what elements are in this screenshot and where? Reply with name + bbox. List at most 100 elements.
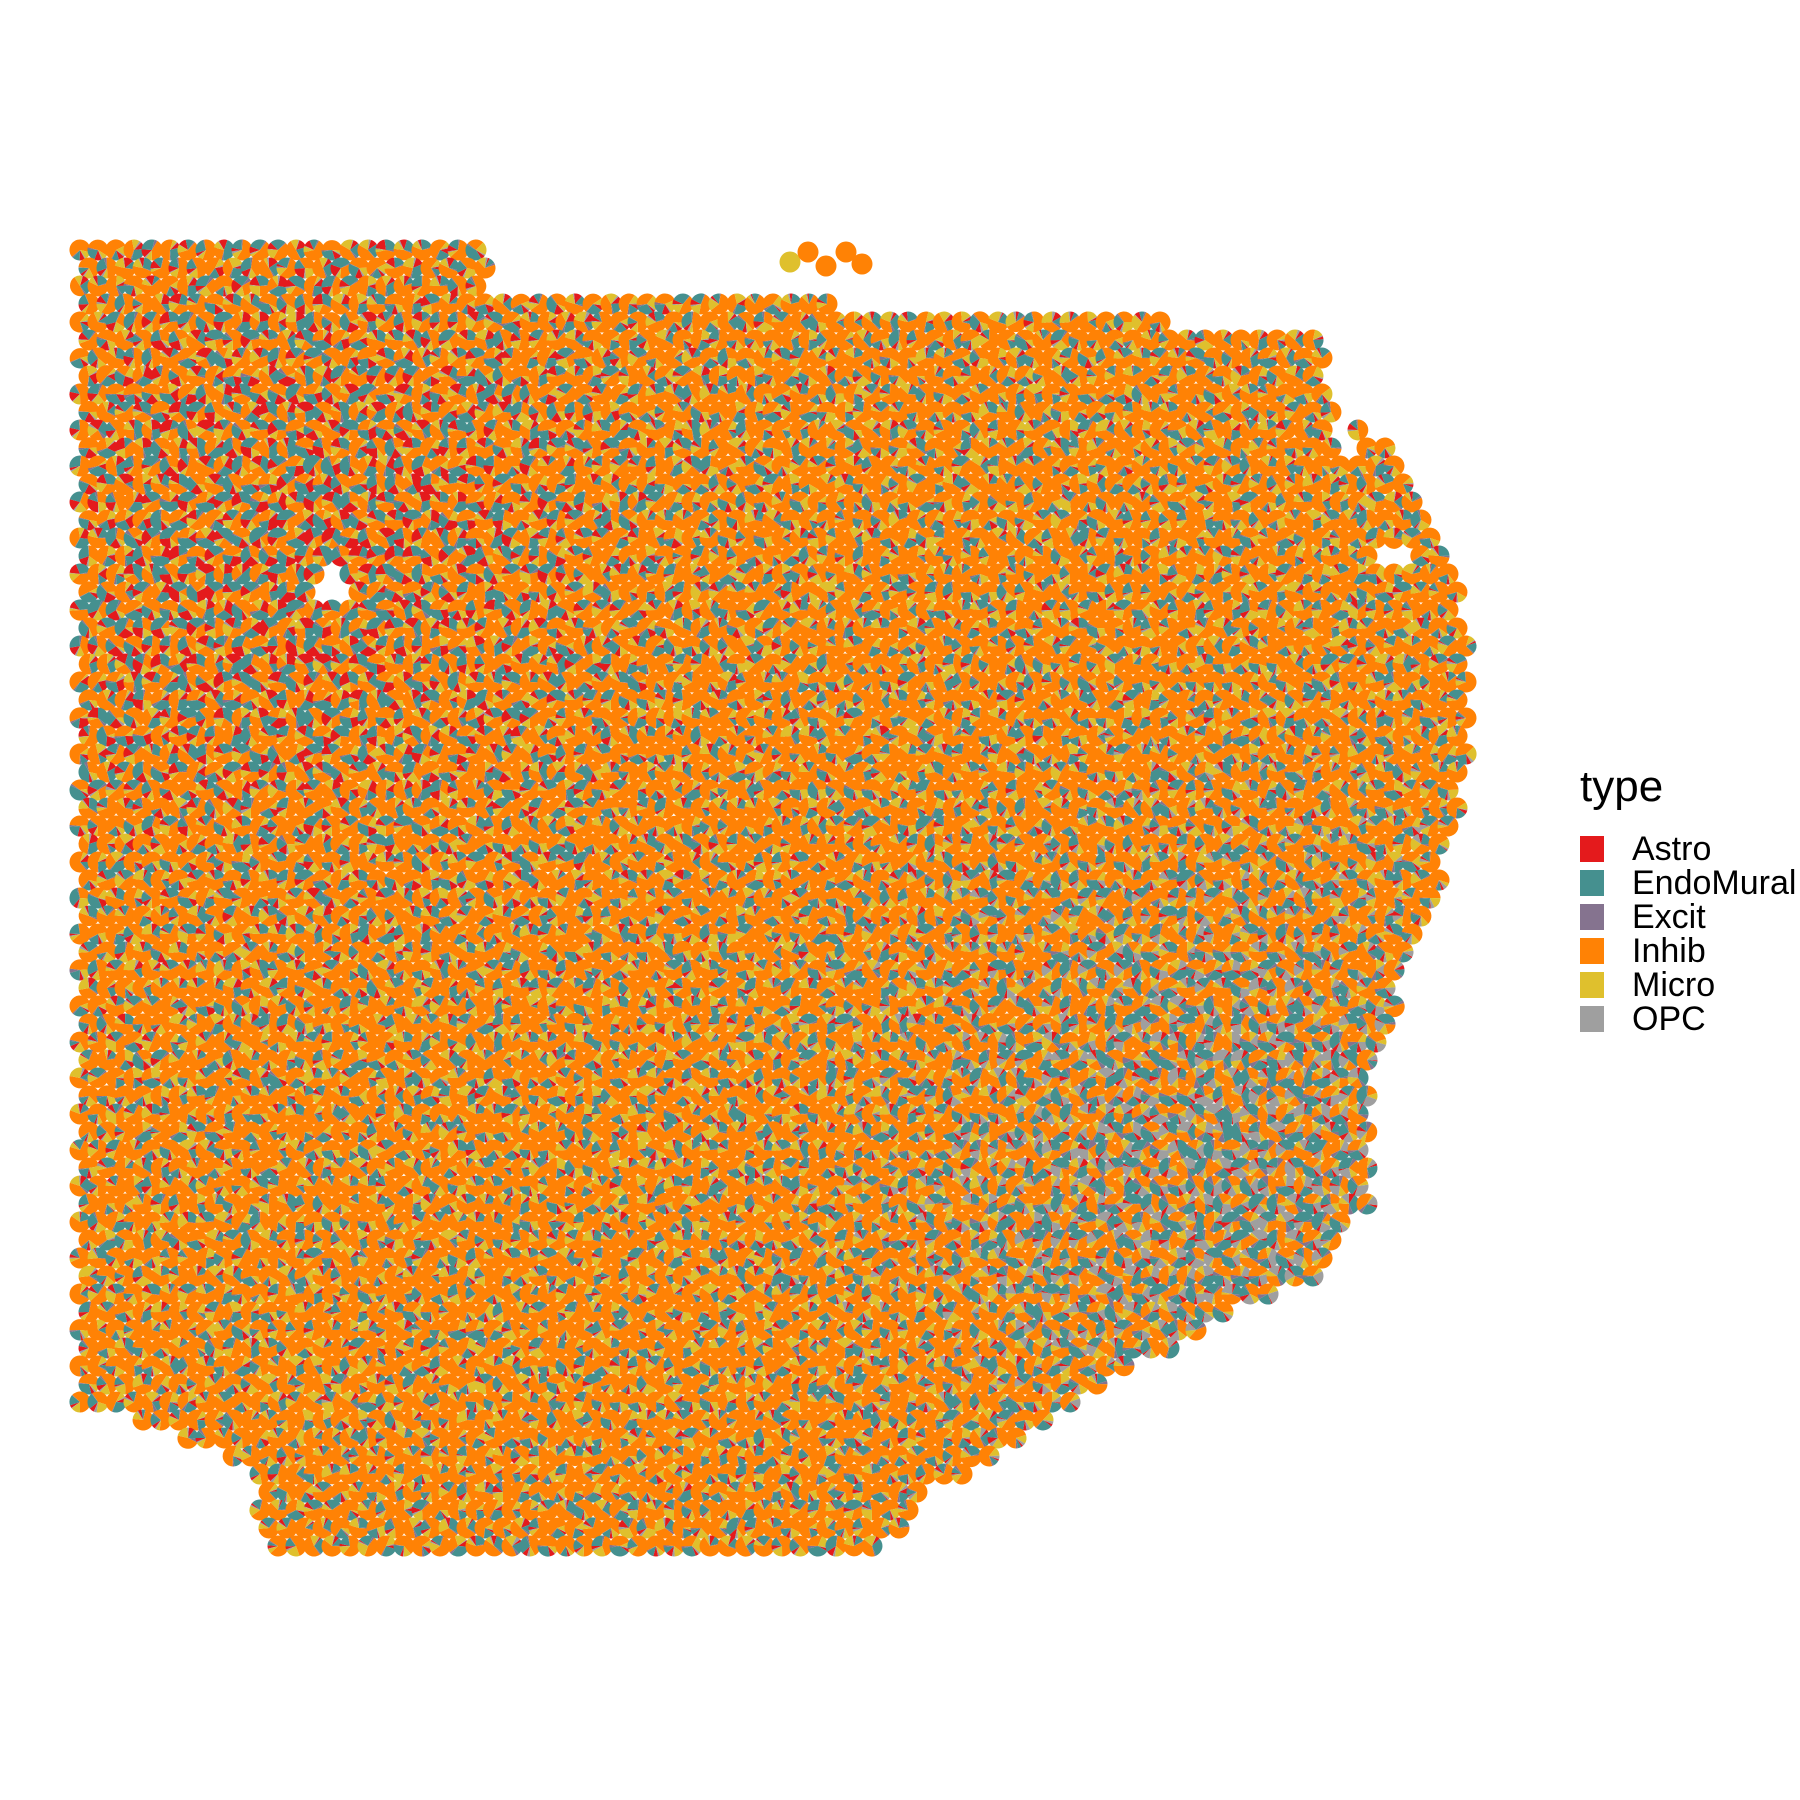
spot-pie	[429, 239, 450, 260]
spot-pie	[529, 293, 550, 314]
spot-pie	[187, 258, 208, 279]
spot-pie	[223, 258, 244, 279]
spot-pie	[340, 239, 361, 260]
spot-pie	[196, 275, 217, 296]
spot-pie	[150, 258, 171, 279]
spot-pie	[466, 276, 487, 297]
spot-pie	[160, 311, 181, 332]
spot-pie	[484, 311, 505, 332]
spot-pie	[952, 311, 973, 332]
spot-pie	[475, 257, 496, 278]
spot-pie	[240, 293, 261, 314]
spot-pie	[87, 240, 108, 261]
spot-pie	[762, 293, 783, 314]
spot-pie	[465, 240, 486, 261]
spot-pie	[637, 293, 658, 314]
spot-pie	[195, 240, 216, 261]
spot-pie	[124, 239, 145, 260]
spot-pie	[384, 257, 405, 278]
spot-pie	[861, 312, 882, 333]
spot-pie	[771, 311, 792, 332]
spot-pie	[204, 257, 225, 278]
spot-pie	[448, 239, 469, 260]
spot-pie	[718, 311, 739, 332]
spot-pie	[322, 240, 343, 260]
spot-pie	[466, 312, 487, 333]
spot-pie	[141, 239, 162, 260]
spot-pie	[807, 311, 828, 332]
spot-pie	[160, 240, 181, 261]
spot-pie	[348, 294, 369, 315]
spot-pie	[474, 293, 495, 314]
spot-pie	[447, 311, 468, 332]
spots-layer	[69, 239, 1476, 1556]
spot-pie	[286, 240, 306, 261]
spot-pie	[231, 275, 252, 296]
spot-pie	[294, 257, 315, 278]
spot-pie	[799, 293, 820, 314]
spot-pie	[825, 312, 846, 333]
spot-pie	[591, 311, 612, 332]
spot-pie	[231, 311, 252, 332]
spot-pie	[322, 312, 342, 332]
spot-pie	[672, 294, 693, 315]
spot-pie	[753, 311, 774, 332]
spot-pie	[439, 294, 460, 315]
spot-pie	[394, 239, 415, 260]
spot-pie	[375, 240, 396, 261]
spot-pie	[70, 312, 91, 333]
spot-pie	[573, 311, 594, 332]
spot-pie	[745, 294, 766, 315]
spot-pie	[330, 257, 351, 278]
spot-pie	[555, 311, 576, 332]
spot-pie	[115, 293, 136, 314]
spot-pie	[213, 312, 234, 333]
spot-pie	[1024, 311, 1045, 332]
spot-pie	[411, 311, 432, 332]
spot-pie	[628, 312, 649, 333]
spot-pie	[690, 293, 711, 314]
spot-pie	[394, 275, 415, 296]
spot-pie	[439, 257, 460, 278]
spot-pie	[564, 293, 585, 314]
spot-pie	[133, 258, 154, 279]
spot-pie	[105, 311, 126, 332]
spot-pie	[78, 258, 99, 279]
spot-pie	[196, 311, 217, 332]
spot-pie	[654, 293, 675, 314]
spot-pie	[583, 294, 604, 315]
spot-pie	[123, 275, 144, 296]
spot-pie	[304, 276, 325, 297]
spot-pie	[358, 312, 379, 333]
spot-pie	[177, 275, 198, 296]
spot-pie	[600, 293, 621, 314]
spot-pie	[1005, 311, 1026, 332]
spot-pie	[645, 312, 666, 333]
spot-pie	[169, 294, 190, 315]
spot-pie	[258, 294, 279, 315]
spot-pie	[843, 311, 864, 332]
spot-pie	[312, 257, 333, 278]
spot-pie	[789, 311, 810, 332]
spot-pie	[204, 294, 225, 315]
spot-pie	[402, 293, 423, 314]
spot-pie	[186, 293, 207, 314]
spot-pie	[177, 239, 198, 260]
spot-pie	[96, 293, 117, 314]
spot-pie	[213, 275, 234, 296]
spot-pie	[375, 312, 396, 333]
spot-pie	[87, 312, 108, 333]
spot-pie	[124, 312, 145, 333]
spot-pie	[150, 293, 171, 314]
spot-pie	[537, 312, 558, 333]
spot-pie	[276, 257, 297, 278]
spot-pie	[213, 240, 234, 261]
spot-pie	[520, 311, 541, 332]
spot-pie	[502, 312, 523, 333]
spot-pie	[421, 257, 442, 278]
spot-pie	[609, 312, 630, 333]
spot-pie	[268, 311, 289, 332]
spot-pie	[340, 311, 361, 332]
spot-pie	[880, 311, 901, 332]
spot-pie	[619, 294, 640, 315]
